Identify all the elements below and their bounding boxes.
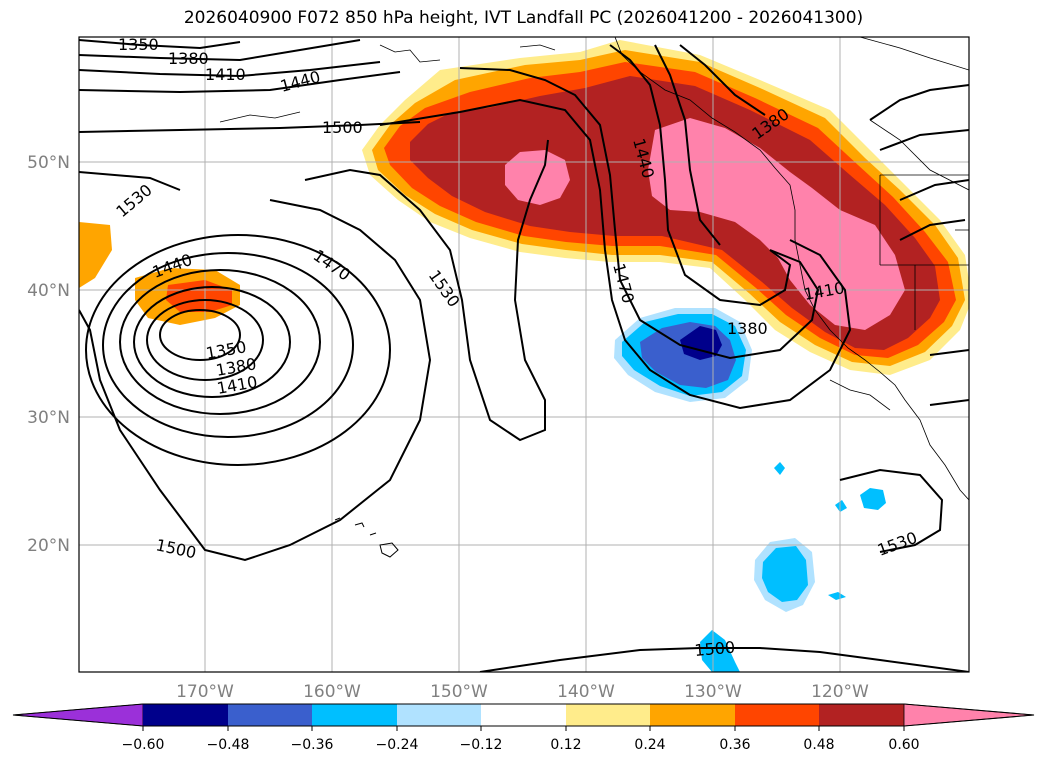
colorbar-tick-label: 0.60	[888, 737, 919, 753]
lon-label-150w: 150°W	[430, 682, 488, 702]
colorbar-tick-label: −0.36	[291, 737, 334, 753]
ivt-neg-south-e	[835, 500, 847, 512]
colorbar-tick-label: 0.36	[719, 737, 750, 753]
lat-label-50n: 50°N	[27, 153, 70, 173]
colorbar-tick-label: −0.12	[460, 737, 503, 753]
lat-label-40n: 40°N	[27, 281, 70, 301]
ivt-neg-south-d	[774, 462, 785, 475]
colorbar-extend-low	[12, 703, 144, 727]
contour-label-1350-a: 1350	[118, 35, 159, 54]
ivt-neg-south-f	[828, 592, 846, 600]
ivt-band-0-60-core-a	[505, 150, 570, 205]
colorbar-tick-label: −0.24	[376, 737, 419, 753]
colorbar-segment-6	[566, 704, 650, 726]
longitude-labels: 170°W 160°W 150°W 140°W 130°W 120°W	[176, 682, 869, 702]
colorbar-segment-1	[143, 704, 228, 726]
ivt-neg-0-48	[680, 326, 722, 360]
map-title: 2026040900 F072 850 hPa height, IVT Land…	[183, 8, 864, 28]
lon-label-170w: 170°W	[176, 682, 234, 702]
contour-label-1380-a: 1380	[168, 49, 209, 68]
colorbar-ticks	[142, 726, 905, 731]
lon-label-120w: 120°W	[811, 682, 869, 702]
colorbar-tick-label: −0.60	[122, 737, 165, 753]
colorbar-tick-label: 0.24	[634, 737, 665, 753]
ivt-neg-south-b	[860, 488, 886, 510]
map-frame	[78, 36, 970, 673]
colorbar-extend-high	[903, 703, 1035, 727]
latitude-labels: 50°N 40°N 30°N 20°N	[27, 153, 70, 556]
coastlines	[219, 37, 969, 501]
ivt-neg-south-a-core	[762, 546, 808, 602]
lon-label-140w: 140°W	[557, 682, 615, 702]
map-panel: 1350 1380 1410 1440 1500 1530 1440 1470 …	[78, 35, 970, 673]
ivt-neg-south-c	[700, 630, 740, 672]
colorbar-segment-4	[397, 704, 481, 726]
colorbar-tick-labels: −0.60 −0.48 −0.36 −0.24 −0.12 0.12 0.24 …	[122, 737, 920, 753]
colorbar-tick-label: 0.12	[550, 737, 581, 753]
colorbar-tick-label: −0.48	[207, 737, 250, 753]
lat-label-20n: 20°N	[27, 536, 70, 556]
colorbar-segment-5	[481, 704, 566, 726]
colorbar-segment-3	[312, 704, 397, 726]
contour-label-1500-a: 1500	[322, 118, 363, 137]
height-contours	[79, 39, 969, 672]
colorbar-segment-9	[819, 704, 904, 726]
colorbar-segment-8	[735, 704, 819, 726]
colorbar-segment-2	[228, 704, 312, 726]
hawaii-islands	[334, 517, 399, 558]
colorbar-segment-7	[650, 704, 735, 726]
colorbar-tick-label: 0.48	[803, 737, 834, 753]
gridlines	[79, 37, 969, 672]
lat-label-30n: 30°N	[27, 408, 70, 428]
colorbar: −0.60 −0.48 −0.36 −0.24 −0.12 0.12 0.24 …	[12, 703, 1035, 753]
ivt-band-0-60-core-b	[648, 118, 905, 330]
contour-label-1380-d: 1380	[727, 319, 768, 338]
lon-label-130w: 130°W	[684, 682, 742, 702]
contour-label-1500-c: 1500	[694, 638, 736, 660]
contour-label-1410-a: 1410	[205, 65, 246, 84]
ivt-patch-edge	[79, 222, 112, 288]
lon-label-160w: 160°W	[303, 682, 361, 702]
